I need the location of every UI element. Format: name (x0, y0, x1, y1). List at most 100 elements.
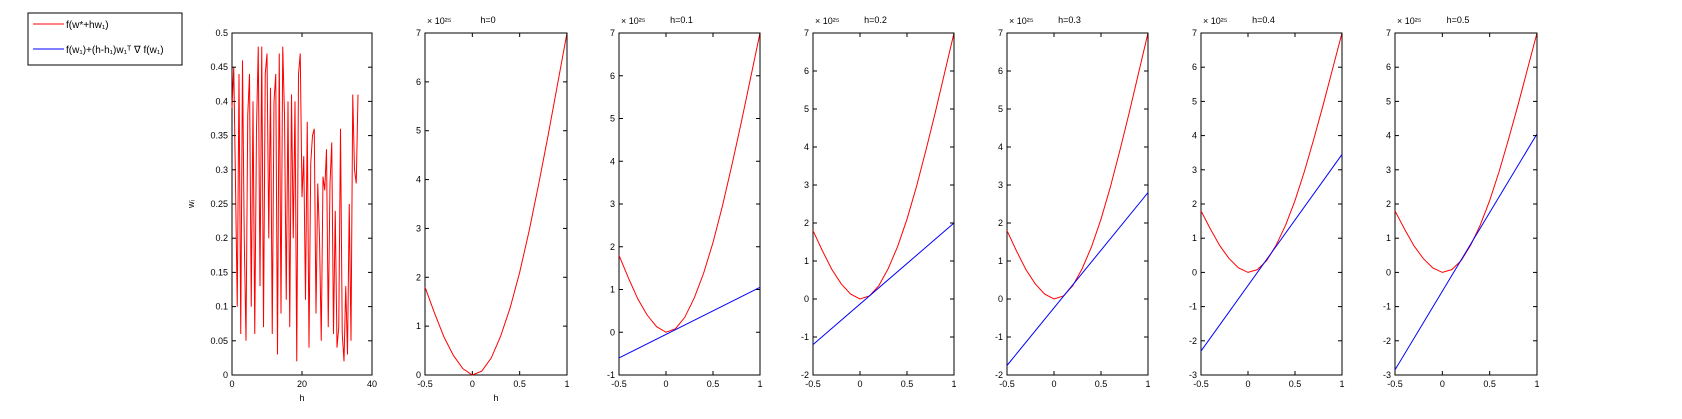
y-tick-label: 5 (998, 104, 1003, 114)
y-tick-label: 0.25 (210, 199, 228, 209)
subplot-6: -0.5 0 0.5 1 -3 -2 -1 0 1 2 3 4 5 6 7 × 10²⁵ h=0.4 (1189, 15, 1345, 389)
axis-exponent: × 10²⁵ (427, 16, 452, 26)
y-tick-label: 0 (223, 370, 228, 380)
x-tick-label: 1 (1339, 379, 1344, 389)
x-tick-label: 0.5 (1483, 379, 1496, 389)
y-tick-label: 4 (998, 142, 1003, 152)
subplot-title: h=0.4 (1252, 15, 1275, 25)
y-tick-label: 0 (416, 370, 421, 380)
y-tick-label: 3 (998, 180, 1003, 190)
subplot-title: h=0.3 (1058, 15, 1081, 25)
tangent-line-2 (1200, 154, 1343, 352)
y-tick-label: 3 (1192, 165, 1197, 175)
y-tick-label: 4 (804, 142, 809, 152)
y-tick-label: 1 (1192, 233, 1197, 243)
y-tick-label: 0.4 (215, 96, 228, 106)
y-tick-label: 0 (610, 327, 615, 337)
y-tick-label: 0.05 (210, 336, 228, 346)
y-tick-label: 7 (998, 28, 1003, 38)
y-tick-label: 5 (610, 114, 615, 124)
y-tick-label: 7 (416, 28, 421, 38)
x-tick-label: 40 (367, 379, 377, 389)
y-tick-label: 2 (804, 218, 809, 228)
y-tick-label: 5 (1192, 96, 1197, 106)
y-tick-label: -2 (1383, 336, 1391, 346)
x-tick-label: 20 (297, 379, 307, 389)
y-tick-label: 7 (1192, 28, 1197, 38)
y-tick-label: -1 (801, 332, 809, 342)
y-axis-label: wᵢ (186, 200, 196, 209)
x-tick-label: 1 (951, 379, 956, 389)
x-tick-label: 1 (757, 379, 762, 389)
y-tick-label: 7 (804, 28, 809, 38)
subplot-1: 0 20 40 0 0.05 0.1 0.15 0.2 0.25 0.3 0.35 0.4 0.45 0.… (186, 28, 377, 403)
y-tick-label: 4 (416, 175, 421, 185)
y-tick-label: 0.15 (210, 267, 228, 277)
y-tick-label: 2 (1192, 199, 1197, 209)
function-curve-1 (1006, 32, 1149, 300)
x-tick-label: -0.5 (417, 379, 433, 389)
function-curve-1 (812, 32, 955, 300)
subplot-title: h=0.1 (670, 15, 693, 25)
x-tick-label: -0.5 (611, 379, 627, 389)
y-tick-label: 1 (998, 256, 1003, 266)
legend-label-red: f(w*+hw₁) (66, 20, 109, 31)
y-tick-label: 0.2 (215, 233, 228, 243)
x-axis-label: h (299, 393, 304, 403)
axes-box (812, 32, 955, 376)
axes-box (424, 32, 568, 376)
axes-box (1200, 32, 1343, 376)
y-tick-label: 0.35 (210, 131, 228, 141)
subplot-title: h=0.2 (864, 15, 887, 25)
y-tick-label: -1 (607, 370, 615, 380)
x-tick-label: 1 (1534, 379, 1539, 389)
y-tick-label: -1 (1189, 302, 1197, 312)
y-tick-label: 6 (998, 66, 1003, 76)
y-tick-label: 4 (1386, 131, 1391, 141)
y-tick-label: 4 (610, 156, 615, 166)
y-tick-label: -3 (1189, 370, 1197, 380)
y-tick-label: 7 (1386, 28, 1391, 38)
y-tick-label: 4 (1192, 131, 1197, 141)
y-tick-label: 1 (1386, 233, 1391, 243)
x-tick-label: 0 (470, 379, 475, 389)
x-tick-label: 1 (1145, 379, 1150, 389)
tangent-line-2 (812, 222, 955, 345)
y-tick-label: 5 (416, 126, 421, 136)
tangent-line-2 (618, 286, 761, 359)
function-curve-1 (424, 32, 568, 376)
y-tick-label: 0 (998, 294, 1003, 304)
y-tick-label: -3 (1383, 370, 1391, 380)
y-tick-label: 3 (610, 199, 615, 209)
y-tick-label: 2 (998, 218, 1003, 228)
x-tick-label: 0 (1051, 379, 1056, 389)
x-tick-label: 1 (564, 379, 569, 389)
subplot-5: -0.5 0 0.5 1 -2 -1 0 1 2 3 4 5 6 7 × 10²⁵ h=0.3 (995, 15, 1151, 389)
x-tick-label: -0.5 (805, 379, 821, 389)
tangent-line-2 (1394, 133, 1538, 371)
x-tick-label: 0 (1245, 379, 1250, 389)
y-tick-label: -1 (1383, 302, 1391, 312)
subplot-7: -0.5 0 0.5 1 -3 -2 -1 0 1 2 3 4 5 6 7 × 10²⁵ h=0.5 (1383, 15, 1540, 389)
y-tick-label: 2 (610, 242, 615, 252)
y-tick-label: 0.5 (215, 28, 228, 38)
axis-exponent: × 10²⁵ (1009, 16, 1034, 26)
axis-exponent: × 10²⁵ (1203, 16, 1228, 26)
legend: f(w*+hw₁) f(w₁)+(h-h₁)w₁ᵀ ∇ f(w₁) (27, 12, 183, 66)
axes-box (1006, 32, 1149, 376)
y-tick-label: 5 (1386, 96, 1391, 106)
y-tick-label: 3 (1386, 165, 1391, 175)
x-tick-label: -0.5 (1193, 379, 1209, 389)
y-tick-label: -2 (995, 370, 1003, 380)
legend-label-blue: f(w₁)+(h-h₁)w₁ᵀ ∇ f(w₁) (66, 45, 164, 56)
y-tick-label: -2 (801, 370, 809, 380)
y-tick-label: 2 (416, 272, 421, 282)
y-tick-label: 5 (804, 104, 809, 114)
y-tick-label: 1 (804, 256, 809, 266)
y-tick-label: 7 (610, 28, 615, 38)
x-tick-label: 0 (857, 379, 862, 389)
axes-box (1394, 32, 1538, 376)
axis-exponent: × 10²⁵ (1397, 16, 1422, 26)
